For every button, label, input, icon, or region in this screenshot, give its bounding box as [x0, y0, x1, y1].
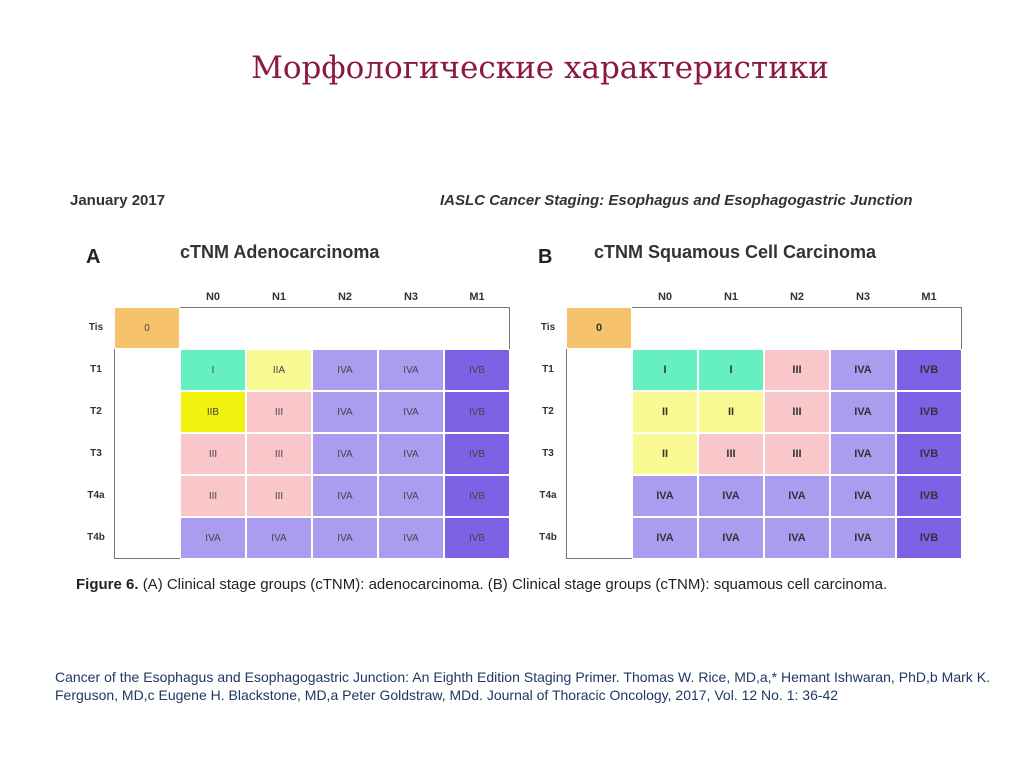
panel-a-title: cTNM Adenocarcinoma [180, 242, 380, 262]
panel-b-stage-cell: II [632, 433, 698, 475]
panel-b-stage-cell: II [632, 391, 698, 433]
panel-b-tis-cell: 0 [566, 307, 632, 349]
panel-b-row-header: T1 [542, 364, 554, 375]
panel-b-stage-cell: I [698, 349, 764, 391]
panel-b-stage-cell: IVA [830, 433, 896, 475]
panel-a-stage-cell: IVB [444, 475, 510, 517]
panel-a-stage-cell: III [246, 475, 312, 517]
panel-a-stage-cell: I [180, 349, 246, 391]
panel-b-stage-cell: IVA [698, 517, 764, 559]
panel-a-row-header: T2 [90, 406, 102, 417]
panel-a-stage-cell: IVB [444, 391, 510, 433]
panel-a-row-header: T1 [90, 364, 102, 375]
panel-b-row-header: T2 [542, 406, 554, 417]
panel-b-row-header: T4a [539, 490, 557, 501]
panel-b-letter: B [538, 246, 553, 268]
panel-a-stage-cell: IVA [312, 433, 378, 475]
panel-a-row-header: T4a [87, 490, 105, 501]
panel-b-stage-cell: IVA [698, 475, 764, 517]
panel-b-stage-cell: III [764, 349, 830, 391]
panel-a-tis-cell: 0 [114, 307, 180, 349]
panel-b-row-header-tis: Tis [540, 322, 556, 333]
panel-a-col-header: N2 [337, 291, 353, 303]
citation: Cancer of the Esophagus and Esophagogast… [55, 669, 990, 703]
panel-b-stage-cell: III [764, 391, 830, 433]
panel-a-stage-cell: IVA [312, 391, 378, 433]
panel-a-stage-cell: IVA [246, 517, 312, 559]
panel-b-stage-cell: IVA [830, 391, 896, 433]
panel-a-stage-cell: IVA [378, 517, 444, 559]
panel-a-row-header-tis: Tis [88, 322, 104, 333]
panel-b-stage-cell: II [698, 391, 764, 433]
panel-a-stage-cell: IVA [378, 475, 444, 517]
panel-b-col-header: M1 [921, 291, 937, 303]
panel-a-stage-cell: IVB [444, 433, 510, 475]
panel-b-stage-cell: IVA [632, 517, 698, 559]
figure-date: January 2017 [70, 192, 166, 209]
panel-a-stage-cell: IVA [312, 475, 378, 517]
panel-a-col-header: N1 [271, 291, 287, 303]
panel-b-stage-cell: IVA [632, 475, 698, 517]
panel-b-col-header: N0 [657, 291, 673, 303]
panel-b-stage-cell: IVA [764, 475, 830, 517]
panel-a-stage-cell: IVA [378, 349, 444, 391]
panel-b-stage-cell: IVB [896, 517, 962, 559]
slide-title: Морфологические характеристики [251, 50, 829, 86]
panel-a-stage-cell: IVB [444, 517, 510, 559]
panel-a-row-header: T3 [90, 448, 102, 459]
panel-b-stage-cell: III [698, 433, 764, 475]
panel-b-stage-cell: IVB [896, 349, 962, 391]
figure-series-title: IASLC Cancer Staging: Esophagus and Esop… [440, 192, 913, 209]
panel-a-stage-cell: IVA [312, 517, 378, 559]
panel-a-col-header: N0 [205, 291, 221, 303]
panel-a-stage-cell: III [180, 475, 246, 517]
panel-a-stage-cell: IIA [246, 349, 312, 391]
panel-a-stage-cell: III [246, 391, 312, 433]
panel-b-stage-cell: I [632, 349, 698, 391]
panel-b-row-header: T4b [539, 532, 557, 543]
panel-b-stage-cell: III [764, 433, 830, 475]
panel-a-stage-cell: III [180, 433, 246, 475]
panel-b-row-header: T3 [542, 448, 554, 459]
panel-b-stage-cell: IVB [896, 433, 962, 475]
panel-a-stage-cell: IVA [312, 349, 378, 391]
panel-a-stage-cell: IVA [378, 433, 444, 475]
panel-a-stage-cell: IVA [180, 517, 246, 559]
panel-a-stage-cell: IIB [180, 391, 246, 433]
panel-a-row-header: T4b [87, 532, 105, 543]
figure-caption-label: Figure 6. [76, 576, 139, 593]
panel-a-col-header: M1 [469, 291, 485, 303]
panel-b-stage-cell: IVA [830, 517, 896, 559]
panel-b-col-header: N1 [723, 291, 739, 303]
panel-b-stage-cell: IVB [896, 391, 962, 433]
panel-b-col-header: N3 [855, 291, 871, 303]
panel-b-col-header: N2 [789, 291, 805, 303]
panel-b-stage-cell: IVA [830, 475, 896, 517]
figure-caption-text: (A) Clinical stage groups (cTNM): adenoc… [142, 576, 888, 593]
panel-b-stage-cell: IVA [830, 349, 896, 391]
panel-a-stage-cell: IVB [444, 349, 510, 391]
panel-a-letter: A [86, 246, 101, 268]
panel-a-col-header: N3 [403, 291, 419, 303]
panel-b-stage-cell: IVA [764, 517, 830, 559]
panel-a-stage-cell: III [246, 433, 312, 475]
figure-caption: Figure 6. (A) Clinical stage groups (cTN… [76, 576, 887, 593]
panel-a-stage-cell: IVA [378, 391, 444, 433]
panel-b-title: cTNM Squamous Cell Carcinoma [594, 242, 877, 262]
panel-b-stage-cell: IVB [896, 475, 962, 517]
